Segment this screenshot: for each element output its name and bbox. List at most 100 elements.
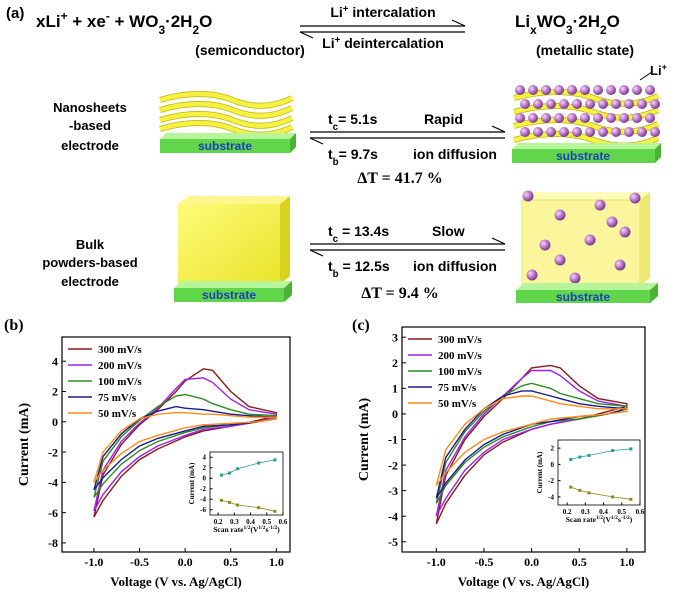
lithiated-nanosheets [513, 85, 660, 149]
x-label-part: Scan rate [566, 515, 597, 524]
arrow-label: Li+ intercalation [330, 4, 435, 21]
pointer [639, 71, 653, 81]
arrow-label: Li+ deintercalation [322, 35, 444, 52]
y-axis-label: Current (mA) [188, 462, 196, 504]
time: tc = 13.4s [328, 223, 389, 245]
eq-part: 3 [566, 23, 573, 37]
li-ion [569, 272, 581, 284]
li-ion [611, 99, 621, 109]
chart: -1.0 -0.5 0.0 0.5 1.0 -5 -4 -3 -2 -1 0 1 2 3 300 mV/s 2… [352, 317, 646, 589]
x-label-part: (V [250, 525, 258, 534]
diffusion: ion diffusion [413, 146, 497, 162]
li-ion [522, 190, 534, 202]
eq-part: xLi [36, 12, 61, 31]
x-tick-label: 0.3 [581, 508, 590, 516]
plot-frame [401, 326, 646, 553]
electrode-label: electrode [61, 138, 119, 153]
li-ion [554, 85, 564, 95]
plot-frame [209, 451, 284, 516]
y-tick-label: -4 [388, 509, 398, 523]
li-ion [580, 85, 590, 95]
marker [273, 509, 277, 513]
y-tick-label: 2 [551, 445, 555, 453]
li-ion [528, 85, 538, 95]
marker [569, 485, 573, 489]
li-ion [645, 113, 655, 123]
substrate-label: substrate [198, 139, 252, 153]
series-line [435, 369, 628, 517]
marker [569, 458, 573, 461]
li-ion [629, 192, 641, 204]
x-tick-label: 1.0 [619, 555, 634, 569]
li-ion [533, 99, 543, 109]
y-axis-label: Current (mA) [536, 451, 544, 493]
eq-part: 3 [158, 23, 165, 37]
y-tick-label: 2 [203, 464, 207, 472]
substrate [516, 283, 658, 303]
y-tick-label: -4 [48, 476, 58, 490]
eq-part: O [607, 12, 620, 31]
x-tick-label: 0.0 [524, 555, 539, 569]
li-ion [567, 113, 577, 123]
panel-label: (a) [6, 5, 24, 22]
marker [257, 461, 261, 465]
eq-part: O [199, 12, 212, 31]
legend-label: 100 mV/s [438, 366, 482, 378]
x-tick-label: 0.5 [617, 508, 626, 516]
marker [257, 506, 261, 510]
li-ion [554, 254, 566, 266]
li-ion [572, 127, 582, 137]
speed: Slow [432, 223, 465, 239]
substrate-label: substrate [556, 149, 610, 163]
x-tick-label: 0.5 [572, 555, 587, 569]
x-tick-label: -1.0 [84, 555, 103, 569]
reaction-left: xLi+ + xe- + WO3·2H2O [36, 9, 212, 37]
legend-label: 200 mV/s [98, 360, 142, 372]
series-line [93, 368, 277, 518]
li-ion [593, 85, 603, 95]
y-tick-label: -3 [388, 484, 398, 498]
x-tick-label: 0.4 [599, 508, 608, 516]
x-label-part: 1/2 [243, 525, 250, 531]
y-tick-label: -2 [48, 445, 58, 459]
legend-label: 50 mV/s [438, 398, 477, 410]
li-ion [637, 127, 647, 137]
marker [236, 467, 240, 471]
li-ion [606, 216, 618, 228]
y-tick-label: -4 [548, 493, 554, 501]
eq-part: deintercalation [340, 35, 443, 51]
x-axis-label: Voltage (V vs. Ag/AgCl) [458, 574, 589, 589]
li-ion [554, 113, 564, 123]
eq-part: t [328, 111, 333, 127]
electrode-label: powders-based [42, 255, 137, 270]
y-tick-label: 0 [52, 415, 58, 429]
y-tick-label: -8 [48, 536, 58, 550]
equilibrium-arrow [309, 125, 506, 145]
marker [587, 453, 591, 457]
x-tick-label: -0.5 [474, 555, 493, 569]
marker [227, 500, 231, 504]
bulk-cube [178, 196, 290, 284]
panel-label: (b) [4, 317, 24, 334]
x-tick-label: 0.3 [230, 518, 239, 526]
li-ion [614, 259, 626, 271]
reaction-right: LixWO3·2H2O [515, 12, 620, 37]
x-tick-label: 0.2 [214, 518, 223, 526]
eq-part: + [662, 62, 667, 72]
li-ion [520, 99, 530, 109]
electrode-label: Bulk [76, 237, 105, 252]
substrate [512, 143, 661, 163]
li-ion [598, 127, 608, 137]
li-ion [624, 99, 634, 109]
y-axis-label: Current (mA) [17, 403, 32, 487]
x-axis-label: Scan rate1/2(V1/2s-1/2) [213, 525, 280, 534]
li-ion [611, 127, 621, 137]
li-ion [619, 113, 629, 123]
note: (metallic state) [536, 42, 634, 58]
li-ion [520, 127, 530, 137]
equilibrium-arrow [309, 237, 506, 257]
time: tc= 5.1s [328, 111, 378, 133]
x-tick-label: -1.0 [427, 555, 446, 569]
